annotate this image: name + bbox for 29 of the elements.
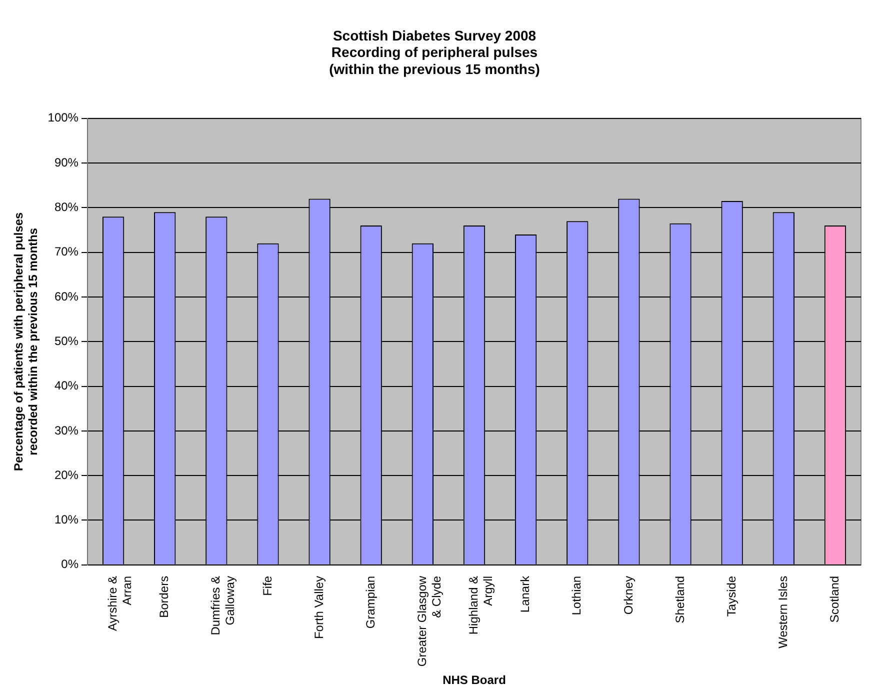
x-tick-label: Grampian (363, 576, 378, 629)
x-tick-label: Greater Glasgow & Clyde (414, 576, 444, 667)
y-tick-label: 90% (54, 155, 79, 170)
y-tick-label: 100% (48, 110, 79, 125)
x-tick-label: Forth Valley (312, 576, 326, 640)
y-tick-label: 10% (54, 512, 79, 527)
x-tick-label: Highland & Argyll (466, 576, 495, 635)
x-tick-label: Orkney (621, 576, 636, 615)
x-tick-label: Lanark (518, 574, 532, 613)
x-tick-label: Fife (260, 576, 274, 596)
y-tick-label: 60% (54, 289, 79, 304)
x-tick-label: Shetland (672, 576, 687, 624)
chart-title: Scottish Diabetes Survey 2008 Recording of peripheral pulses (within the previous 15 months) (329, 27, 540, 77)
x-tick-label: Western Isles (776, 576, 790, 648)
x-tick-label: Ayrshire & Arran (106, 576, 134, 632)
x-tick-label: Dumfries & Galloway (208, 576, 238, 636)
y-tick-label: 20% (54, 468, 79, 482)
y-tick-label: 50% (54, 334, 79, 348)
x-axis-title: NHS Board (442, 673, 506, 688)
y-tick-label: 70% (54, 244, 79, 259)
y-axis-title: Percentage of patients with peripheral pulses recorded within the previous 15 months (12, 212, 40, 472)
x-tick-label: Scotland (828, 576, 842, 623)
y-tick-label: 80% (54, 200, 79, 214)
y-tick-label: 30% (54, 423, 79, 438)
y-tick-label: 40% (54, 378, 79, 393)
x-tick-label: Borders (157, 576, 172, 618)
x-tick-label: Tayside (724, 576, 738, 617)
y-tick-label: 0% (61, 557, 79, 572)
x-tick-label: Lothian (570, 576, 584, 616)
